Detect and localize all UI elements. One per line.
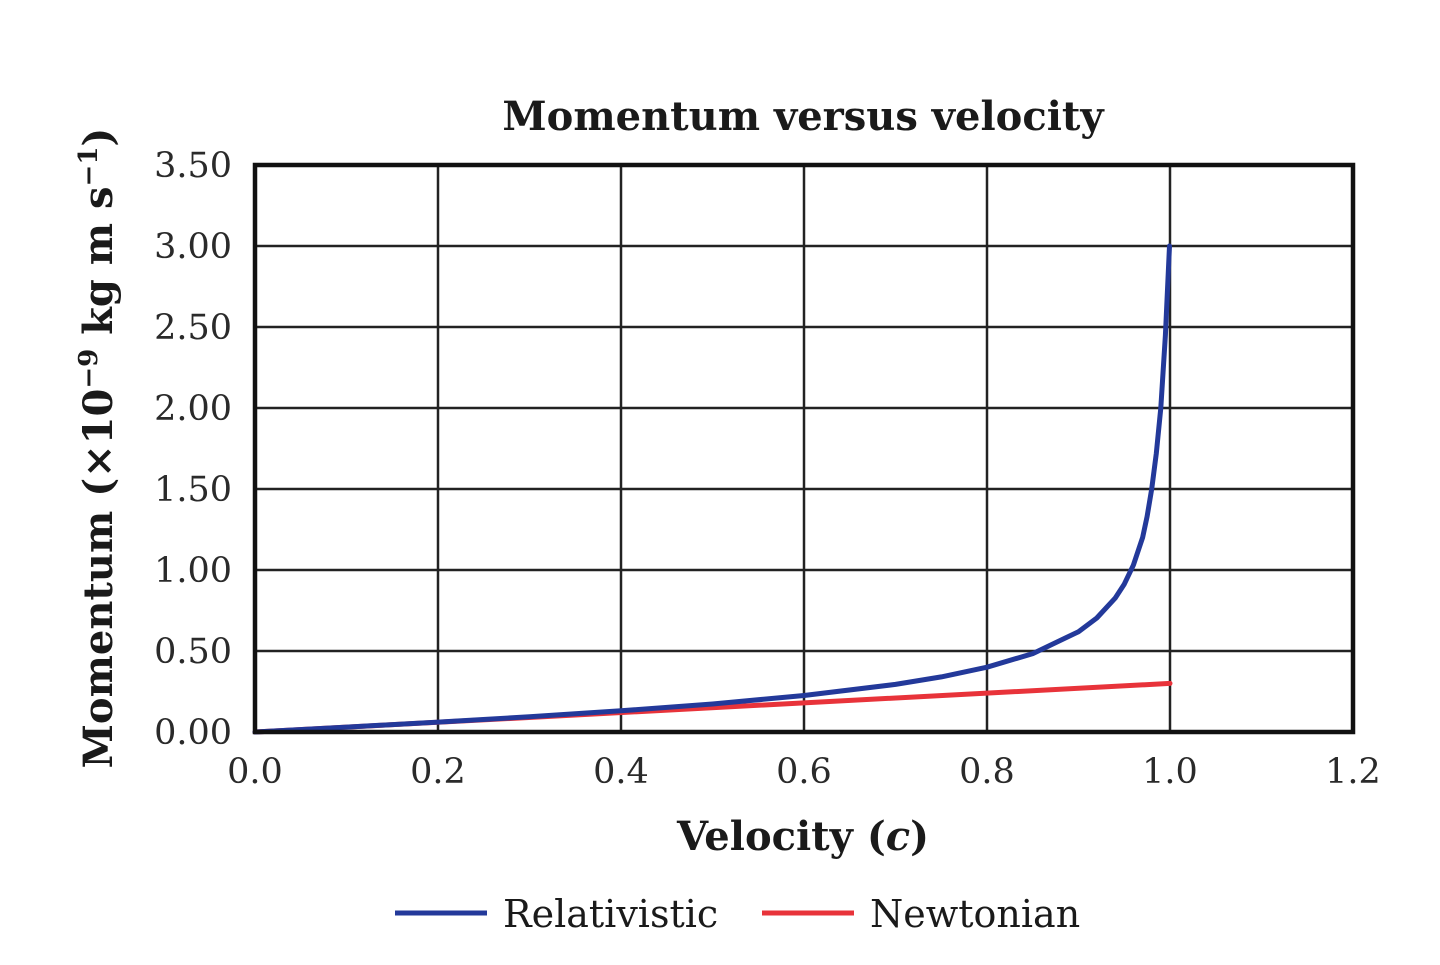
x-tick-label: 0.2 (410, 752, 466, 792)
series-lines (252, 243, 1173, 735)
legend: Relativistic Newtonian (395, 892, 1080, 936)
legend-label-relativistic: Relativistic (503, 892, 718, 936)
y-tick-label: 0.50 (154, 632, 232, 672)
y-tick-label: 0.00 (154, 713, 232, 753)
x-tick-label: 0.0 (227, 752, 283, 792)
y-tick-label: 3.00 (154, 227, 232, 267)
plot-frame (252, 162, 1356, 735)
legend-label-newtonian: Newtonian (870, 892, 1080, 936)
y-tick-label: 3.50 (154, 146, 232, 186)
y-tick-labels: 0.00 0.50 1.00 1.50 2.00 2.50 3.00 3.50 (154, 146, 232, 753)
x-tick-labels: 0.0 0.2 0.4 0.6 0.8 1.0 1.2 (227, 752, 1381, 792)
y-tick-label: 2.50 (154, 308, 232, 348)
y-tick-label: 1.00 (154, 551, 232, 591)
chart-title: Momentum versus velocity (502, 93, 1105, 140)
y-tick-label: 1.50 (154, 470, 232, 510)
y-axis-label: Momentum (×10−9 kg m s−1) (74, 128, 122, 769)
x-tick-label: 0.4 (593, 752, 649, 792)
x-tick-label: 1.0 (1142, 752, 1198, 792)
series-line-relativistic (252, 243, 1172, 735)
x-tick-label: 0.6 (776, 752, 832, 792)
y-tick-label: 2.00 (154, 389, 232, 429)
x-tick-label: 1.2 (1325, 752, 1381, 792)
x-tick-label: 0.8 (959, 752, 1015, 792)
grid-lines (253, 163, 1355, 734)
x-axis-label: Velocity (c) (676, 813, 929, 860)
